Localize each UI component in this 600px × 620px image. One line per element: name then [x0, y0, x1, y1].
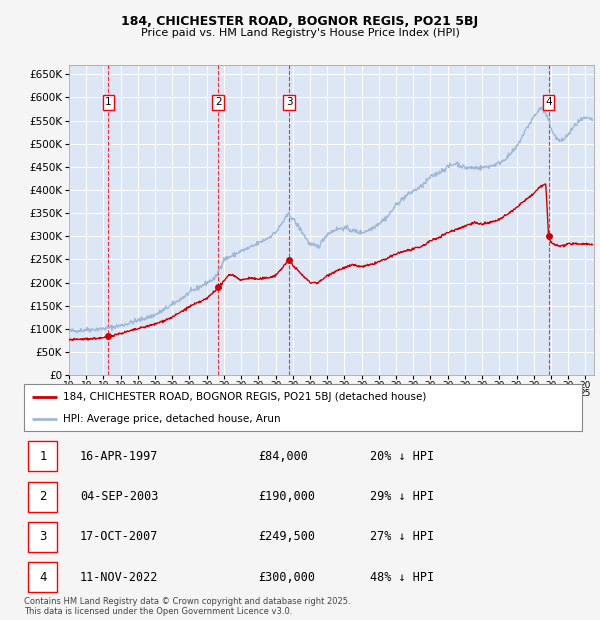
Text: 20% ↓ HPI: 20% ↓ HPI — [370, 450, 434, 463]
Text: 27% ↓ HPI: 27% ↓ HPI — [370, 531, 434, 543]
Text: 48% ↓ HPI: 48% ↓ HPI — [370, 571, 434, 583]
Text: Contains HM Land Registry data © Crown copyright and database right 2025.: Contains HM Land Registry data © Crown c… — [24, 597, 350, 606]
Text: 4: 4 — [39, 571, 47, 583]
Text: £300,000: £300,000 — [259, 571, 316, 583]
Text: 1: 1 — [39, 450, 47, 463]
FancyBboxPatch shape — [28, 562, 58, 592]
Text: 29% ↓ HPI: 29% ↓ HPI — [370, 490, 434, 503]
Text: 4: 4 — [545, 97, 552, 107]
Text: 16-APR-1997: 16-APR-1997 — [80, 450, 158, 463]
Text: Price paid vs. HM Land Registry's House Price Index (HPI): Price paid vs. HM Land Registry's House … — [140, 28, 460, 38]
Text: 184, CHICHESTER ROAD, BOGNOR REGIS, PO21 5BJ (detached house): 184, CHICHESTER ROAD, BOGNOR REGIS, PO21… — [63, 392, 427, 402]
Text: HPI: Average price, detached house, Arun: HPI: Average price, detached house, Arun — [63, 414, 281, 424]
FancyBboxPatch shape — [28, 441, 58, 471]
Text: 1: 1 — [105, 97, 112, 107]
Text: 184, CHICHESTER ROAD, BOGNOR REGIS, PO21 5BJ: 184, CHICHESTER ROAD, BOGNOR REGIS, PO21… — [121, 16, 479, 29]
FancyBboxPatch shape — [28, 482, 58, 511]
FancyBboxPatch shape — [28, 522, 58, 552]
Text: 17-OCT-2007: 17-OCT-2007 — [80, 531, 158, 543]
Text: £84,000: £84,000 — [259, 450, 308, 463]
Text: This data is licensed under the Open Government Licence v3.0.: This data is licensed under the Open Gov… — [24, 607, 292, 616]
Text: 3: 3 — [286, 97, 292, 107]
Text: 3: 3 — [39, 531, 47, 543]
Text: £190,000: £190,000 — [259, 490, 316, 503]
Text: 04-SEP-2003: 04-SEP-2003 — [80, 490, 158, 503]
Text: 11-NOV-2022: 11-NOV-2022 — [80, 571, 158, 583]
Text: 2: 2 — [39, 490, 47, 503]
Text: £249,500: £249,500 — [259, 531, 316, 543]
Text: 2: 2 — [215, 97, 221, 107]
FancyBboxPatch shape — [24, 384, 582, 431]
